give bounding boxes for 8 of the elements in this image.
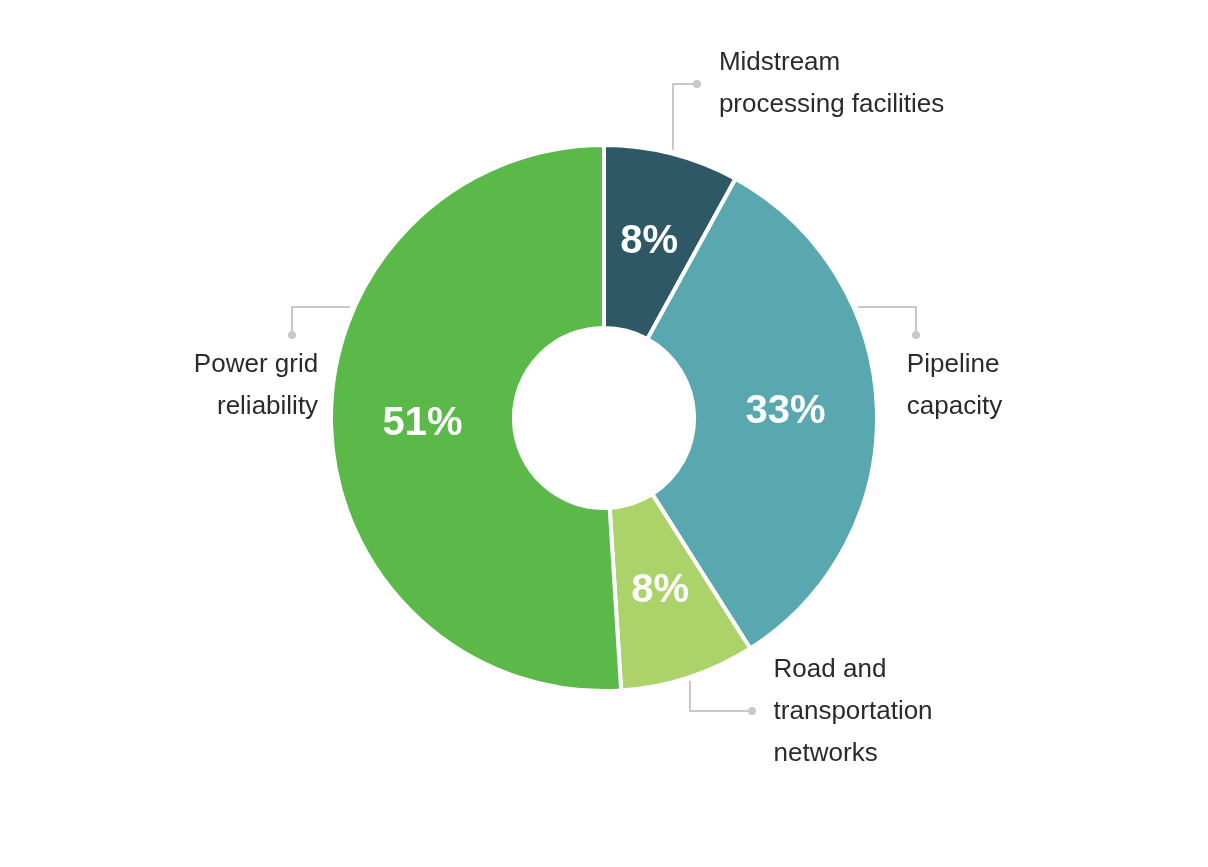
slice-label: Pipeline capacity [906,348,1003,421]
data-label: 8% [631,565,690,610]
data-label: 33% [745,387,826,432]
slice-label: Midstream processing facilities [718,45,945,118]
slice-label: Road and transportation networks [773,652,933,767]
slice-label: Power grid reliability [193,348,319,421]
data-label: 8% [620,217,679,262]
data-label: 51% [382,398,463,443]
